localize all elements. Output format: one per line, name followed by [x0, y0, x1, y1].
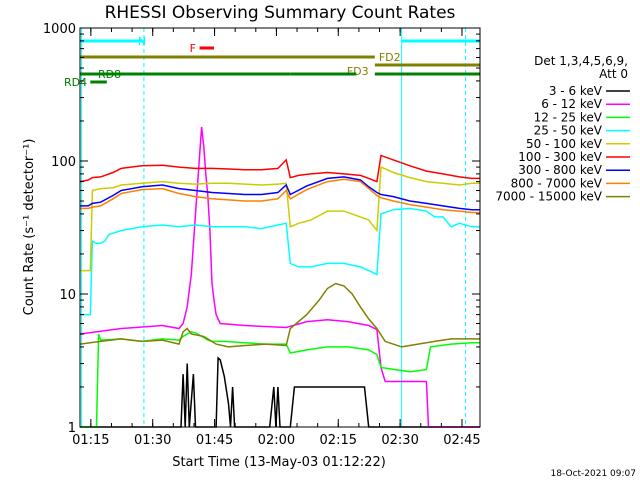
interval-label-fd3: FD3 — [347, 65, 369, 78]
x-tick-label-6: 02:30 — [381, 433, 418, 448]
y-axis-ticks: 1 10 100 1000 — [43, 22, 480, 436]
marker-lines — [81, 28, 467, 427]
legend-header-2: Att 0 — [599, 67, 628, 81]
interval-label-rd8: RD8 — [98, 68, 121, 81]
x-axis-ticks: 01:15 01:30 01:45 02:00 02:15 02:30 02:45 — [72, 28, 481, 448]
legend-label-5: 50 - 100 keV — [526, 137, 603, 151]
interval-label-rd4: RD4 — [64, 76, 87, 89]
series-lines — [79, 126, 480, 428]
series-line-9 — [79, 282, 480, 348]
series-line-1 — [80, 356, 480, 428]
series-line-8 — [80, 178, 480, 214]
interval-bars: N F FD2 FD3 RD8 RD4 — [64, 35, 480, 89]
legend-label-6: 100 - 300 keV — [518, 150, 602, 164]
y-tick-label-3: 100 — [51, 155, 76, 170]
y-tick-label-4: 1000 — [43, 22, 76, 37]
chart-title: RHESSI Observing Summary Count Rates — [105, 3, 456, 23]
x-tick-label-5: 02:15 — [320, 433, 357, 448]
legend-label-7: 300 - 800 keV — [518, 163, 602, 177]
legend-label-9: 7000 - 15000 keV — [495, 190, 602, 204]
interval-label-n: N — [138, 35, 146, 48]
y-tick-label-2: 10 — [59, 288, 76, 303]
x-axis-label: Start Time (13-May-03 01:12:22) — [172, 455, 386, 470]
x-tick-label-1: 01:15 — [72, 433, 109, 448]
x-tick-label-3: 01:45 — [196, 433, 233, 448]
x-tick-label-2: 01:30 — [134, 433, 171, 448]
legend-label-8: 800 - 7000 keV — [511, 176, 603, 190]
series-line-2 — [79, 126, 480, 428]
plot-frame — [79, 27, 481, 428]
legend-label-3: 12 - 25 keV — [534, 110, 603, 124]
legend-label-2: 6 - 12 keV — [541, 97, 603, 111]
series-line-6 — [79, 154, 480, 183]
series-line-4 — [80, 207, 480, 316]
y-axis-label: Count Rate (s⁻¹ detector⁻¹) — [22, 139, 37, 316]
footer-date: 18-Oct-2021 09:07 — [551, 469, 636, 479]
x-tick-label-4: 02:00 — [258, 433, 295, 448]
interval-label-fd2: FD2 — [379, 51, 401, 64]
legend-header-1: Det 1,3,4,5,6,9, — [534, 54, 628, 68]
interval-label-f: F — [190, 42, 196, 55]
series-line-5 — [80, 165, 480, 272]
y-tick-label-1: 1 — [68, 421, 76, 436]
series-line-7 — [80, 176, 480, 211]
legend-label-4: 25 - 50 keV — [534, 124, 603, 138]
legend-label-1: 3 - 6 keV — [549, 84, 603, 98]
x-tick-label-7: 02:45 — [443, 433, 480, 448]
